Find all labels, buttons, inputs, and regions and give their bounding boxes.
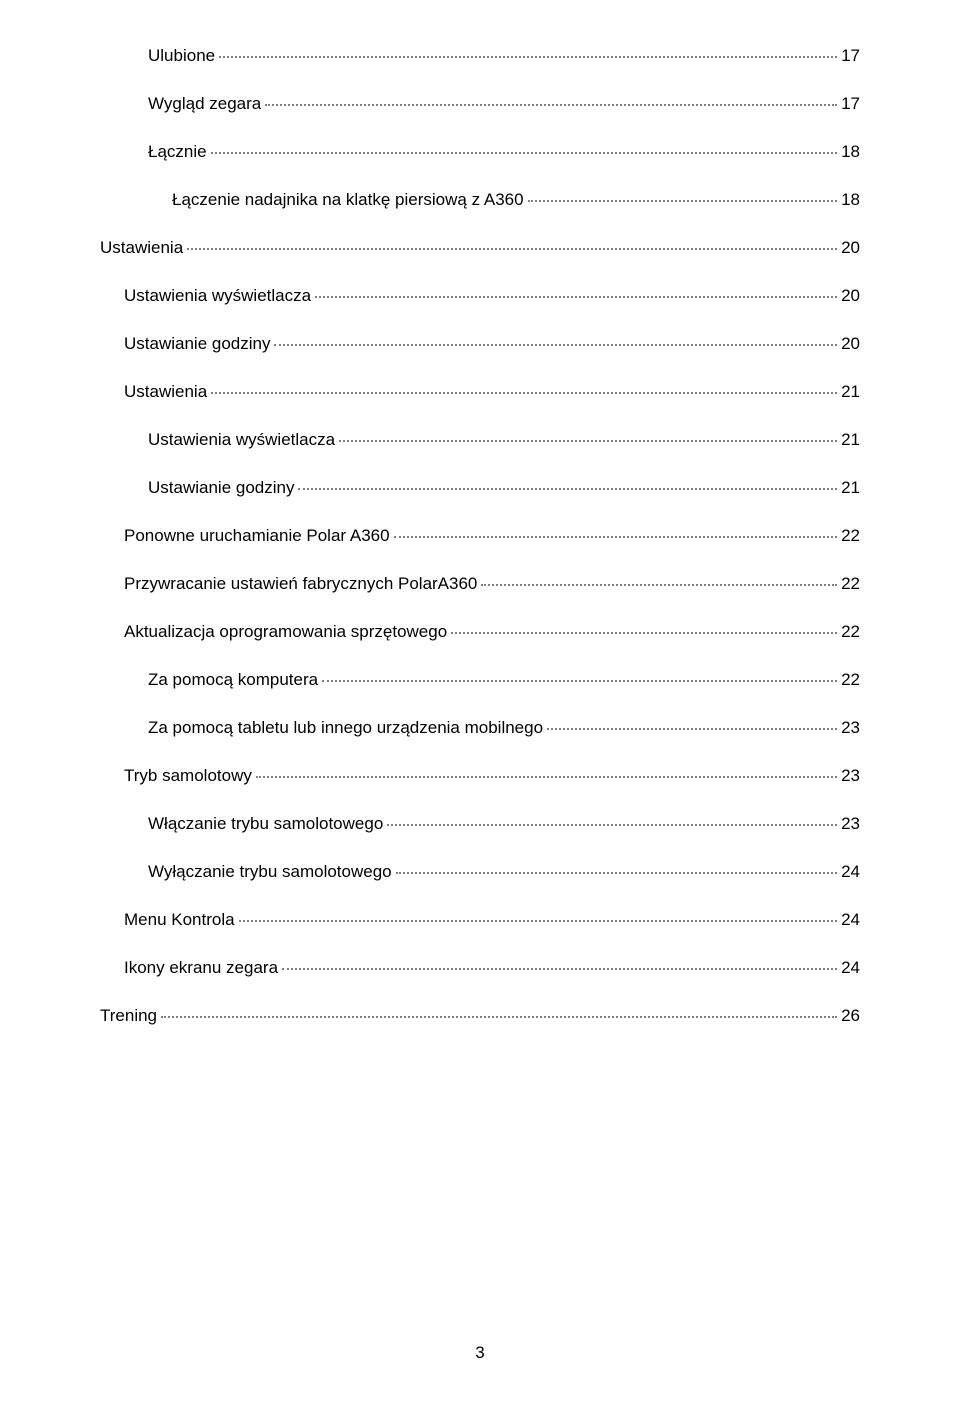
toc-entry-label: Przywracanie ustawień fabrycznych PolarA… bbox=[124, 574, 477, 594]
toc-entry-label: Trening bbox=[100, 1006, 157, 1026]
toc-entry: Za pomocą tabletu lub innego urządzenia … bbox=[148, 718, 860, 738]
toc-entry: Ustawienia 21 bbox=[124, 382, 860, 402]
toc-entry-page: 20 bbox=[841, 286, 860, 306]
toc-leader-dots bbox=[451, 632, 837, 634]
toc-entry-page: 24 bbox=[841, 958, 860, 978]
toc-entry-page: 26 bbox=[841, 1006, 860, 1026]
toc-leader-dots bbox=[322, 680, 837, 682]
toc-entry-label: Aktualizacja oprogramowania sprzętowego bbox=[124, 622, 447, 642]
toc-leader-dots bbox=[528, 200, 838, 202]
toc-entry-label: Wyłączanie trybu samolotowego bbox=[148, 862, 392, 882]
toc-entry-page: 21 bbox=[841, 478, 860, 498]
toc-entry: Ustawianie godziny 20 bbox=[124, 334, 860, 354]
toc-entry-label: Ustawienia wyświetlacza bbox=[124, 286, 311, 306]
toc-leader-dots bbox=[339, 440, 837, 442]
toc-entry-page: 24 bbox=[841, 862, 860, 882]
toc-leader-dots bbox=[239, 920, 838, 922]
toc-leader-dots bbox=[282, 968, 837, 970]
toc-entry-page: 22 bbox=[841, 670, 860, 690]
toc-leader-dots bbox=[547, 728, 837, 730]
toc-entry: Trening 26 bbox=[100, 1006, 860, 1026]
toc-entry-page: 24 bbox=[841, 910, 860, 930]
toc-entry-page: 17 bbox=[841, 94, 860, 114]
toc-leader-dots bbox=[265, 104, 837, 106]
toc-entry-label: Włączanie trybu samolotowego bbox=[148, 814, 383, 834]
toc-entry-label: Ustawienia wyświetlacza bbox=[148, 430, 335, 450]
toc-leader-dots bbox=[211, 152, 837, 154]
toc-leader-dots bbox=[211, 392, 837, 394]
toc-entry: Wygląd zegara 17 bbox=[148, 94, 860, 114]
toc-entry: Ponowne uruchamianie Polar A360 22 bbox=[124, 526, 860, 546]
toc-entry-page: 20 bbox=[841, 238, 860, 258]
page-number: 3 bbox=[0, 1343, 960, 1363]
toc-entry-label: Łącznie bbox=[148, 142, 207, 162]
toc-entry-page: 18 bbox=[841, 190, 860, 210]
toc-leader-dots bbox=[396, 872, 837, 874]
toc-entry: Aktualizacja oprogramowania sprzętowego 2… bbox=[124, 622, 860, 642]
toc-entry-label: Tryb samolotowy bbox=[124, 766, 252, 786]
toc-entry-label: Menu Kontrola bbox=[124, 910, 235, 930]
toc-leader-dots bbox=[481, 584, 837, 586]
toc-entry-label: Ustawienia bbox=[100, 238, 183, 258]
toc-entry: Łącznie 18 bbox=[148, 142, 860, 162]
toc-entry: Za pomocą komputera 22 bbox=[148, 670, 860, 690]
toc-entry-label: Za pomocą komputera bbox=[148, 670, 318, 690]
toc-entry-page: 22 bbox=[841, 574, 860, 594]
toc-entry: Ikony ekranu zegara 24 bbox=[124, 958, 860, 978]
toc-entry-label: Łączenie nadajnika na klatkę piersiową z… bbox=[172, 190, 524, 210]
toc-leader-dots bbox=[187, 248, 837, 250]
toc-entry-label: Ustawianie godziny bbox=[124, 334, 270, 354]
toc-entry: Przywracanie ustawień fabrycznych PolarA… bbox=[124, 574, 860, 594]
toc-entry: Ustawienia 20 bbox=[100, 238, 860, 258]
toc-entry: Ulubione 17 bbox=[148, 46, 860, 66]
toc-entry-page: 23 bbox=[841, 814, 860, 834]
toc-entry-page: 22 bbox=[841, 526, 860, 546]
toc-entry-label: Ponowne uruchamianie Polar A360 bbox=[124, 526, 390, 546]
toc-leader-dots bbox=[298, 488, 837, 490]
toc-entry: Włączanie trybu samolotowego 23 bbox=[148, 814, 860, 834]
toc-leader-dots bbox=[315, 296, 837, 298]
toc-entry-page: 17 bbox=[841, 46, 860, 66]
toc-entry-label: Ikony ekranu zegara bbox=[124, 958, 278, 978]
toc-entry-page: 20 bbox=[841, 334, 860, 354]
toc-entry: Łączenie nadajnika na klatkę piersiową z… bbox=[172, 190, 860, 210]
toc-leader-dots bbox=[219, 56, 837, 58]
toc-entry-page: 23 bbox=[841, 766, 860, 786]
toc-entry-page: 18 bbox=[841, 142, 860, 162]
toc-entry-page: 21 bbox=[841, 430, 860, 450]
toc-leader-dots bbox=[274, 344, 837, 346]
toc-entry-label: Wygląd zegara bbox=[148, 94, 261, 114]
toc-entry-page: 23 bbox=[841, 718, 860, 738]
toc-leader-dots bbox=[394, 536, 838, 538]
toc-entry: Ustawianie godziny 21 bbox=[148, 478, 860, 498]
toc-entry-page: 21 bbox=[841, 382, 860, 402]
toc-entry: Ustawienia wyświetlacza 20 bbox=[124, 286, 860, 306]
toc-entry: Menu Kontrola 24 bbox=[124, 910, 860, 930]
toc-entry-page: 22 bbox=[841, 622, 860, 642]
toc-leader-dots bbox=[387, 824, 837, 826]
toc-entry-label: Ustawianie godziny bbox=[148, 478, 294, 498]
toc-entry-label: Za pomocą tabletu lub innego urządzenia … bbox=[148, 718, 543, 738]
toc-entry: Tryb samolotowy 23 bbox=[124, 766, 860, 786]
toc-entry-label: Ulubione bbox=[148, 46, 215, 66]
table-of-contents: Ulubione 17 Wygląd zegara 17 Łącznie 18 Łączen… bbox=[100, 46, 860, 1026]
toc-leader-dots bbox=[256, 776, 837, 778]
toc-leader-dots bbox=[161, 1016, 837, 1018]
toc-entry-label: Ustawienia bbox=[124, 382, 207, 402]
toc-entry: Wyłączanie trybu samolotowego 24 bbox=[148, 862, 860, 882]
toc-entry: Ustawienia wyświetlacza 21 bbox=[148, 430, 860, 450]
